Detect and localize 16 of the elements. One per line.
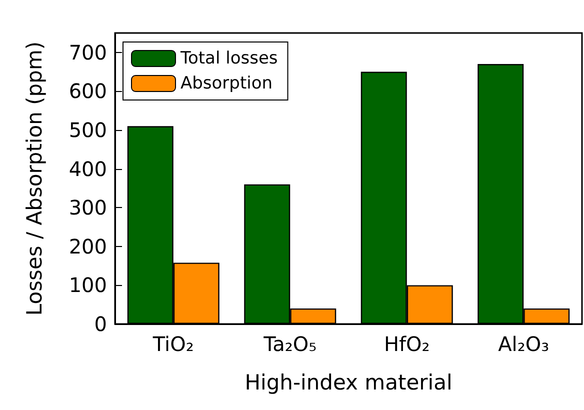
y-tick-label: 700: [68, 40, 107, 64]
y-tick-label: 500: [68, 118, 107, 142]
legend-label: Absorption: [180, 74, 273, 94]
y-tick-label: 300: [68, 196, 107, 220]
x-axis-title: High-index material: [244, 370, 452, 394]
x-tick-label: Al₂O₃: [498, 332, 550, 356]
x-tick-label: TiO₂: [152, 332, 194, 356]
legend-label: Total losses: [180, 48, 278, 68]
y-tick-label: 100: [68, 273, 107, 298]
x-tick-label: HfO₂: [384, 332, 430, 356]
y-axis-title: Losses / Absorption (ppm): [22, 41, 46, 316]
y-tick-label: 400: [68, 156, 107, 181]
y-tick-label: 0: [94, 312, 107, 336]
y-tick-label: 600: [68, 79, 107, 104]
x-tick-label: Ta₂O₅: [262, 332, 317, 356]
y-tick-label: 200: [68, 234, 107, 258]
